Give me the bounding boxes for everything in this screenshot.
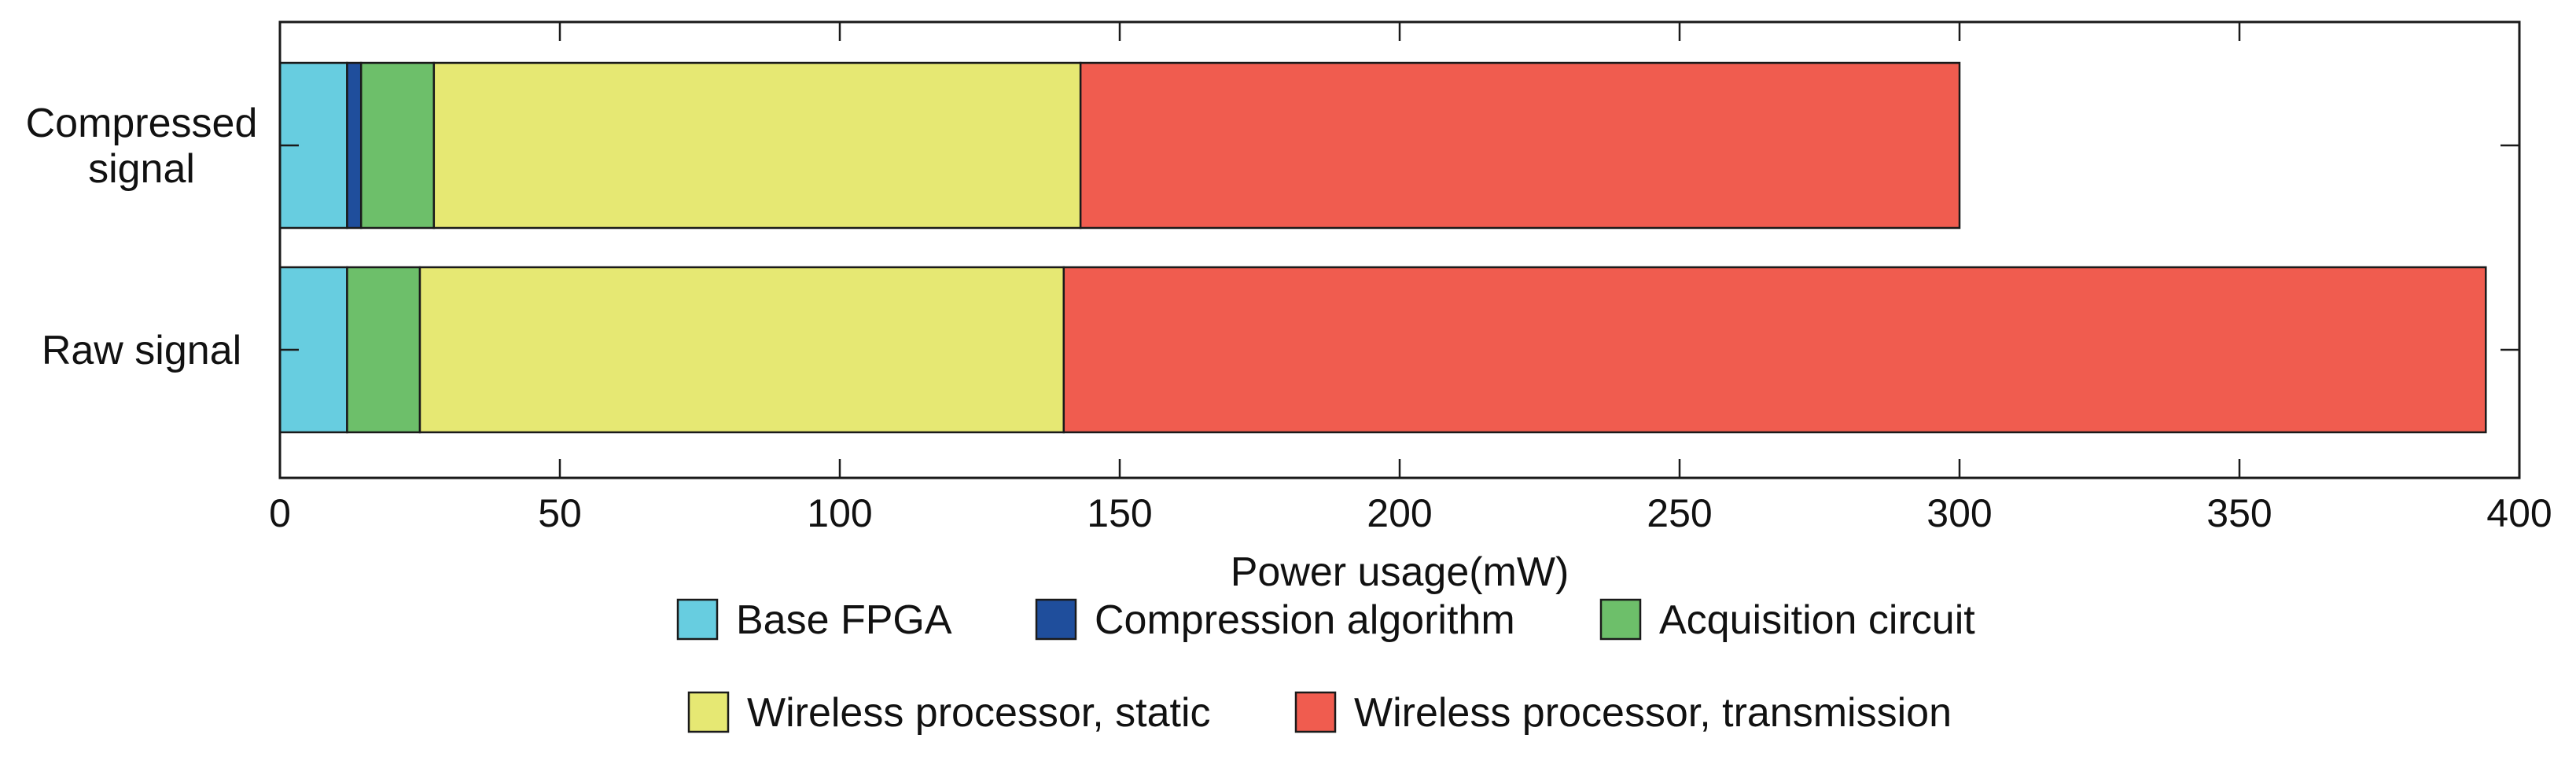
legend: Base FPGA Compression algorithm Acquisitio… bbox=[676, 597, 1975, 736]
bar-raw-series-4 bbox=[1062, 266, 2487, 434]
x-tick-label: 400 bbox=[2486, 491, 2552, 535]
legend-label-1: Compression algorithm bbox=[1095, 597, 1515, 643]
legend-label-4: Wireless processor, transmission bbox=[1354, 690, 1952, 736]
x-tick-label: 200 bbox=[1367, 491, 1432, 535]
y-category-label-raw: Raw signal bbox=[42, 328, 241, 373]
y-category-label-line: signal bbox=[88, 146, 195, 192]
bar-compressed-series-2 bbox=[359, 61, 436, 230]
legend-swatch-1 bbox=[1035, 598, 1077, 641]
legend-swatch-2 bbox=[1599, 598, 1642, 641]
y-axis-category-labels: Compressed signal Raw signal bbox=[26, 101, 258, 373]
x-tick-label: 250 bbox=[1647, 491, 1712, 535]
x-tick-label: 150 bbox=[1087, 491, 1152, 535]
legend-swatch-3 bbox=[687, 691, 730, 733]
x-axis-title: Power usage(mW) bbox=[1231, 549, 1570, 595]
legend-label-0: Base FPGA bbox=[736, 597, 952, 643]
x-tick-label: 50 bbox=[538, 491, 582, 535]
x-tick-label: 100 bbox=[807, 491, 872, 535]
x-axis-tick-labels: 0 50 100 150 200 250 300 350 400 bbox=[269, 491, 2552, 535]
legend-label-3: Wireless processor, static bbox=[747, 690, 1211, 736]
y-category-label-compressed: Compressed signal bbox=[26, 101, 258, 192]
y-category-label-line: Compressed bbox=[26, 101, 258, 146]
x-tick-label: 350 bbox=[2206, 491, 2272, 535]
y-category-label-line: Raw signal bbox=[42, 328, 241, 373]
legend-swatch-0 bbox=[676, 598, 719, 641]
legend-swatch-4 bbox=[1294, 691, 1337, 733]
legend-label-2: Acquisition circuit bbox=[1659, 597, 1975, 643]
axis-ticks bbox=[278, 22, 2521, 478]
x-tick-label: 0 bbox=[269, 491, 291, 535]
bar-compressed-series-1 bbox=[346, 61, 362, 230]
bar-raw-series-3 bbox=[418, 266, 1065, 434]
bars-layer bbox=[278, 61, 2487, 434]
x-tick-label: 300 bbox=[1926, 491, 1992, 535]
bar-raw-series-2 bbox=[346, 266, 421, 434]
bar-compressed-series-3 bbox=[432, 61, 1082, 230]
bar-compressed-series-4 bbox=[1079, 61, 1961, 230]
